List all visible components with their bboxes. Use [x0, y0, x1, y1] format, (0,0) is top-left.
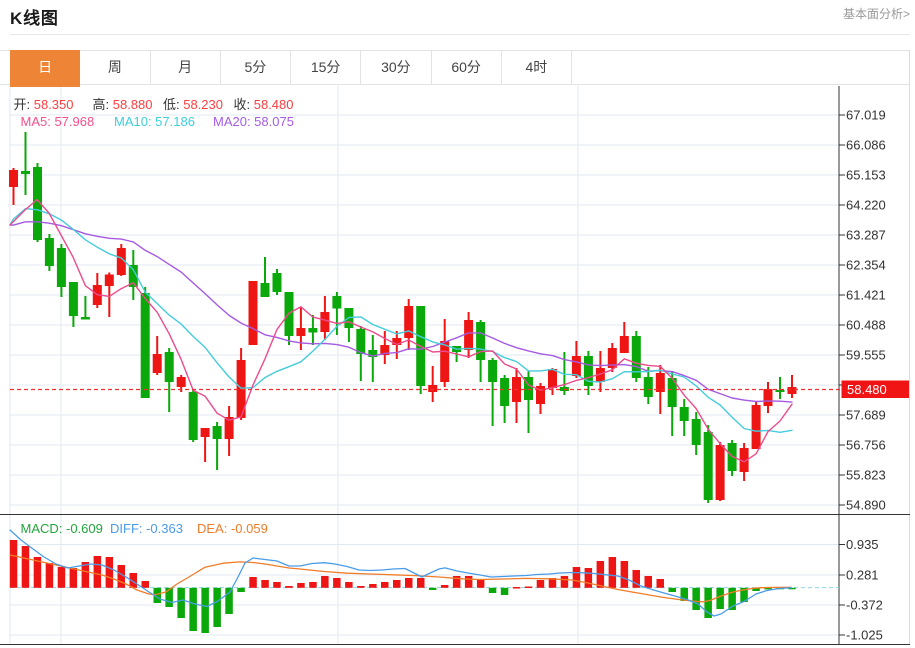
- svg-text:67.019: 67.019: [846, 108, 886, 123]
- svg-text:59.555: 59.555: [846, 348, 886, 363]
- svg-text:-0.372: -0.372: [846, 598, 883, 613]
- svg-text:-1.025: -1.025: [846, 628, 883, 643]
- svg-text:66.086: 66.086: [846, 138, 886, 153]
- svg-text:60.488: 60.488: [846, 318, 886, 333]
- svg-text:63.287: 63.287: [846, 228, 886, 243]
- svg-text:54.890: 54.890: [846, 498, 886, 513]
- svg-text:0.935: 0.935: [846, 537, 879, 552]
- svg-text:57.689: 57.689: [846, 408, 886, 423]
- svg-text:56.756: 56.756: [846, 438, 886, 453]
- svg-text:62.354: 62.354: [846, 258, 886, 273]
- svg-text:55.823: 55.823: [846, 468, 886, 483]
- svg-text:65.153: 65.153: [846, 168, 886, 183]
- svg-text:58.480: 58.480: [847, 382, 887, 397]
- svg-text:0.281: 0.281: [846, 568, 879, 583]
- svg-text:61.421: 61.421: [846, 288, 886, 303]
- svg-text:64.220: 64.220: [846, 198, 886, 213]
